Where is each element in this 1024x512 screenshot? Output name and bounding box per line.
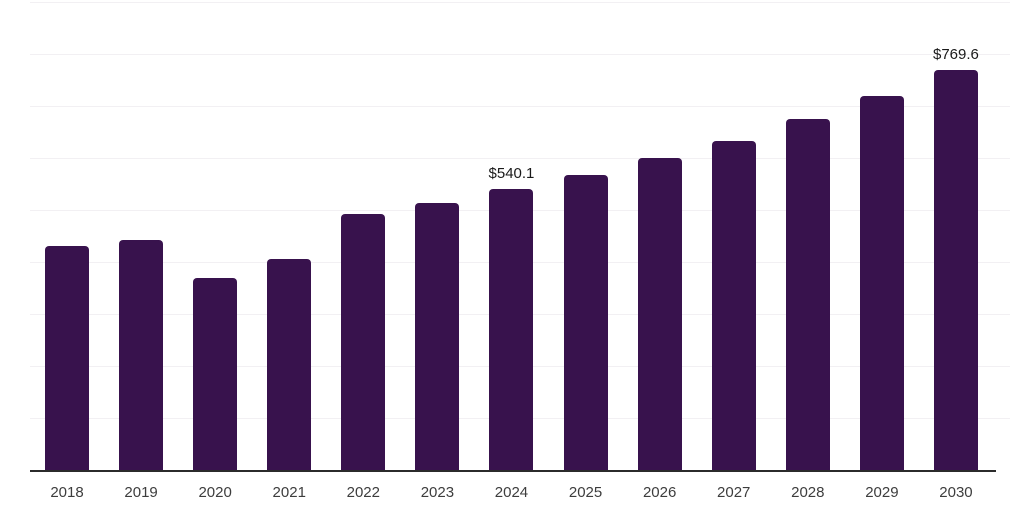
bar-2024 (489, 189, 534, 470)
bar-2020 (193, 277, 238, 470)
x-tick-2028: 2028 (791, 484, 825, 501)
bar-2026 (637, 158, 682, 470)
value-label-2030: $769.6 (933, 45, 979, 63)
bar-2019 (119, 239, 164, 470)
x-tick-2021: 2021 (272, 484, 306, 501)
x-tick-2026: 2026 (642, 484, 677, 501)
x-tick-2025: 2025 (568, 484, 603, 501)
value-label-2024: $540.1 (488, 165, 535, 183)
x-tick-2019: 2019 (124, 484, 158, 501)
x-tick-2023: 2023 (420, 484, 455, 501)
x-tick-2030: 2030 (939, 484, 973, 501)
bar-2021 (267, 258, 312, 470)
bar-2029 (859, 96, 904, 470)
bar-2027 (711, 141, 756, 470)
gridline-600 (30, 158, 1010, 159)
x-tick-2020: 2020 (198, 484, 232, 501)
bar-2028 (785, 119, 830, 470)
gridline-900 (30, 2, 1010, 3)
gridline-700 (30, 106, 1010, 107)
x-tick-2018: 2018 (50, 484, 84, 501)
bar-2023 (415, 202, 460, 470)
x-tick-2022: 2022 (346, 484, 380, 501)
x-tick-2029: 2029 (865, 484, 899, 501)
x-tick-2027: 2027 (717, 484, 751, 501)
x-tick-2024: 2024 (494, 484, 529, 501)
bar-2022 (341, 213, 386, 470)
x-axis-line (30, 470, 996, 472)
bar-2030 (933, 69, 978, 470)
bar-2025 (563, 174, 608, 470)
bar-2018 (45, 245, 89, 470)
gridline-800 (30, 54, 1010, 55)
